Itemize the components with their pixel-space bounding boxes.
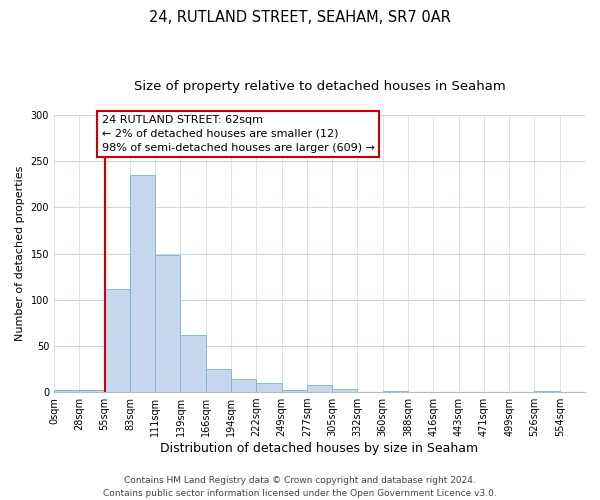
- Bar: [155, 256, 181, 392]
- Bar: [256, 383, 281, 392]
- Title: Size of property relative to detached houses in Seaham: Size of property relative to detached ho…: [134, 80, 505, 93]
- Bar: [54, 390, 79, 392]
- Bar: [181, 335, 206, 392]
- Y-axis label: Number of detached properties: Number of detached properties: [15, 166, 25, 341]
- Text: 24, RUTLAND STREET, SEAHAM, SR7 0AR: 24, RUTLAND STREET, SEAHAM, SR7 0AR: [149, 10, 451, 25]
- Bar: [535, 391, 560, 392]
- Bar: [79, 390, 104, 392]
- Bar: [130, 175, 155, 392]
- Text: Contains HM Land Registry data © Crown copyright and database right 2024.
Contai: Contains HM Land Registry data © Crown c…: [103, 476, 497, 498]
- Bar: [281, 390, 307, 392]
- Bar: [383, 391, 408, 392]
- Bar: [206, 369, 231, 392]
- Bar: [104, 288, 130, 392]
- Bar: [307, 384, 332, 392]
- X-axis label: Distribution of detached houses by size in Seaham: Distribution of detached houses by size …: [160, 442, 479, 455]
- Bar: [332, 390, 358, 392]
- Text: 24 RUTLAND STREET: 62sqm
← 2% of detached houses are smaller (12)
98% of semi-de: 24 RUTLAND STREET: 62sqm ← 2% of detache…: [102, 115, 375, 153]
- Bar: [231, 379, 256, 392]
